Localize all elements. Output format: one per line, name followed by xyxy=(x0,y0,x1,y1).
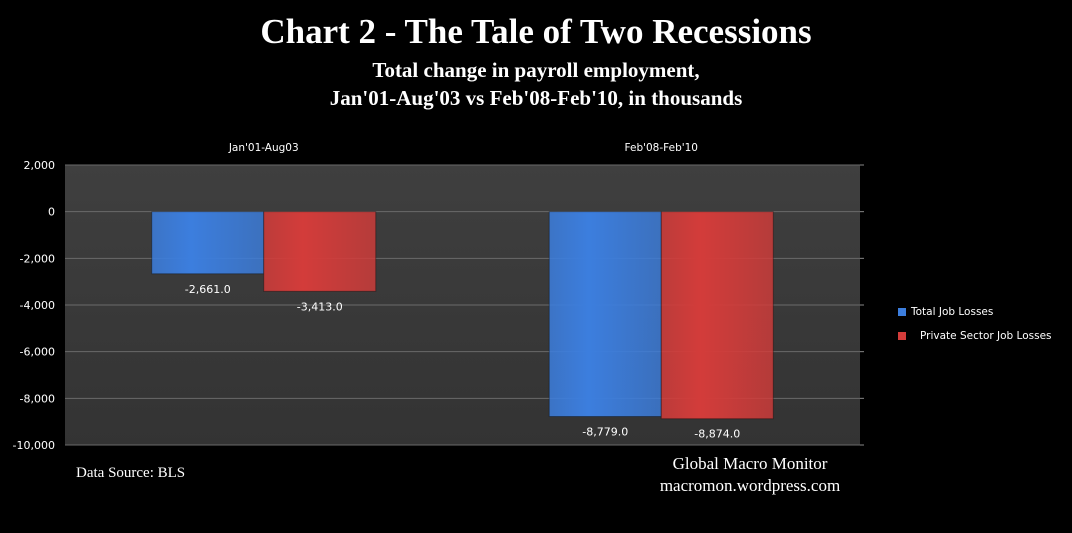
y-tick-label: -4,000 xyxy=(20,299,55,312)
y-tick-label: 0 xyxy=(48,206,55,219)
data-label: -3,413.0 xyxy=(297,300,343,313)
legend-label-total: Total Job Losses xyxy=(911,306,994,318)
y-tick-label: 2,000 xyxy=(24,159,56,172)
brand-credit: Global Macro Monitor macromon.wordpress.… xyxy=(600,453,900,497)
legend-item-total: Total Job Losses xyxy=(898,300,1052,324)
legend: Total Job Losses Private Sector Job Loss… xyxy=(898,300,1052,348)
brand-url: macromon.wordpress.com xyxy=(659,476,841,495)
y-tick-label: -2,000 xyxy=(20,252,55,265)
category-label: Feb'08-Feb'10 xyxy=(625,142,698,154)
data-source-note: Data Source: BLS xyxy=(76,465,186,481)
legend-swatch-private xyxy=(898,332,906,340)
chart-subtitle-line1: Total change in payroll employment, xyxy=(372,58,700,82)
y-tick-label: -8,000 xyxy=(20,392,55,405)
legend-label-private: Private Sector Job Losses xyxy=(920,330,1052,342)
legend-item-private: Private Sector Job Losses xyxy=(898,324,1052,348)
legend-swatch-total xyxy=(898,308,906,316)
data-label: -8,874.0 xyxy=(694,428,740,441)
data-label: -2,661.0 xyxy=(185,283,231,296)
y-tick-label: -10,000 xyxy=(13,439,55,452)
bar-total-0 xyxy=(151,211,265,275)
data-label: -8,779.0 xyxy=(582,426,628,439)
category-label: Jan'01-Aug03 xyxy=(228,142,299,154)
y-tick-label: -6,000 xyxy=(20,346,55,359)
chart-title: Chart 2 - The Tale of Two Recessions xyxy=(260,12,812,51)
bar-private-0 xyxy=(263,211,377,292)
chart-subtitle-line2: Jan'01-Aug'03 vs Feb'08-Feb'10, in thous… xyxy=(329,86,743,110)
bar-total-1 xyxy=(548,211,662,418)
brand-name: Global Macro Monitor xyxy=(672,454,828,473)
bar-private-1 xyxy=(660,211,774,420)
